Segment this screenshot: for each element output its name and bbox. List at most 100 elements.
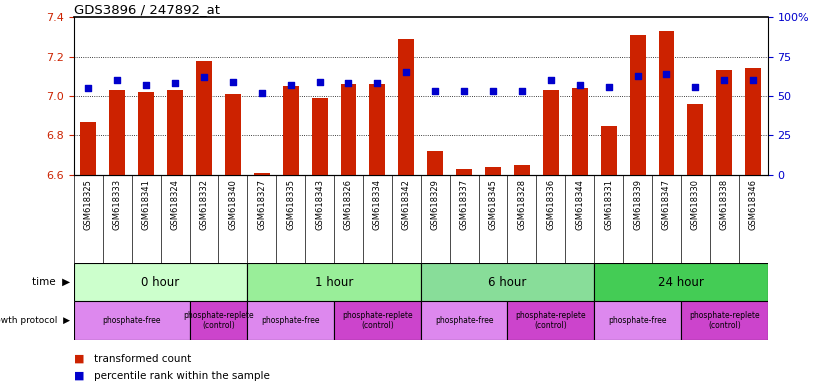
Bar <box>427 151 443 175</box>
Point <box>255 90 268 96</box>
Text: GSM618344: GSM618344 <box>576 179 585 230</box>
Bar <box>190 301 247 340</box>
Bar <box>369 84 385 175</box>
Text: time  ▶: time ▶ <box>32 277 70 287</box>
Bar <box>681 301 768 340</box>
Bar <box>594 301 681 340</box>
Text: GSM618328: GSM618328 <box>517 179 526 230</box>
Bar <box>80 122 96 175</box>
Point <box>400 70 413 76</box>
Text: 1 hour: 1 hour <box>315 276 353 289</box>
Bar <box>514 165 530 175</box>
Text: ■: ■ <box>74 371 85 381</box>
Bar <box>247 263 421 301</box>
Bar <box>312 98 328 175</box>
Text: 24 hour: 24 hour <box>658 276 704 289</box>
Point <box>746 77 759 83</box>
Text: phosphate-free: phosphate-free <box>261 316 320 325</box>
Text: phosphate-free: phosphate-free <box>435 316 493 325</box>
Text: GSM618339: GSM618339 <box>633 179 642 230</box>
Bar <box>421 301 507 340</box>
Point <box>429 88 442 94</box>
Bar <box>254 173 270 175</box>
Point <box>573 82 586 88</box>
Text: GSM618326: GSM618326 <box>344 179 353 230</box>
Bar <box>334 301 421 340</box>
Text: GSM618345: GSM618345 <box>488 179 498 230</box>
Bar <box>507 301 594 340</box>
Text: GSM618346: GSM618346 <box>749 179 758 230</box>
Text: ■: ■ <box>74 354 85 364</box>
Bar <box>717 70 732 175</box>
Point <box>516 88 529 94</box>
Bar <box>138 92 154 175</box>
Text: phosphate-replete
(control): phosphate-replete (control) <box>689 311 759 330</box>
Bar <box>543 90 559 175</box>
Text: phosphate-replete
(control): phosphate-replete (control) <box>183 311 254 330</box>
Bar <box>341 84 356 175</box>
Text: 6 hour: 6 hour <box>488 276 526 289</box>
Point <box>197 74 210 80</box>
Bar <box>485 167 501 175</box>
Text: GSM618337: GSM618337 <box>460 179 469 230</box>
Bar <box>247 301 334 340</box>
Point <box>140 82 153 88</box>
Point <box>718 77 731 83</box>
Text: phosphate-replete
(control): phosphate-replete (control) <box>516 311 586 330</box>
Text: GSM618324: GSM618324 <box>171 179 180 230</box>
Bar <box>196 61 212 175</box>
Text: GSM618340: GSM618340 <box>228 179 237 230</box>
Text: 0 hour: 0 hour <box>141 276 180 289</box>
Text: GSM618330: GSM618330 <box>690 179 699 230</box>
Bar <box>687 104 704 175</box>
Text: GSM618327: GSM618327 <box>257 179 266 230</box>
Text: GSM618333: GSM618333 <box>112 179 122 230</box>
Text: GSM618331: GSM618331 <box>604 179 613 230</box>
Point <box>544 77 557 83</box>
Point <box>602 83 615 89</box>
Point <box>313 79 326 85</box>
Bar <box>601 126 617 175</box>
Text: GSM618347: GSM618347 <box>662 179 671 230</box>
Text: transformed count: transformed count <box>94 354 191 364</box>
Text: GSM618341: GSM618341 <box>142 179 151 230</box>
Bar <box>658 31 674 175</box>
Bar <box>109 90 125 175</box>
Bar <box>74 263 247 301</box>
Bar <box>571 88 588 175</box>
Point <box>284 82 297 88</box>
Bar <box>74 301 190 340</box>
Text: GSM618336: GSM618336 <box>546 179 555 230</box>
Text: GSM618325: GSM618325 <box>84 179 93 230</box>
Text: phosphate-replete
(control): phosphate-replete (control) <box>342 311 413 330</box>
Text: phosphate-free: phosphate-free <box>608 316 667 325</box>
Point <box>689 83 702 89</box>
Text: phosphate-free: phosphate-free <box>103 316 161 325</box>
Text: GSM618335: GSM618335 <box>287 179 296 230</box>
Bar <box>421 263 594 301</box>
Bar <box>594 263 768 301</box>
Text: GSM618329: GSM618329 <box>431 179 440 230</box>
Text: growth protocol  ▶: growth protocol ▶ <box>0 316 70 325</box>
Bar <box>398 39 415 175</box>
Point <box>660 71 673 77</box>
Bar <box>225 94 241 175</box>
Point <box>227 79 240 85</box>
Text: GSM618334: GSM618334 <box>373 179 382 230</box>
Bar <box>282 86 299 175</box>
Text: GSM618332: GSM618332 <box>200 179 209 230</box>
Bar <box>167 90 183 175</box>
Point <box>82 85 95 91</box>
Point <box>111 77 124 83</box>
Point <box>487 88 500 94</box>
Text: GSM618343: GSM618343 <box>315 179 324 230</box>
Text: percentile rank within the sample: percentile rank within the sample <box>94 371 270 381</box>
Bar <box>630 35 645 175</box>
Text: GSM618338: GSM618338 <box>720 179 729 230</box>
Bar <box>456 169 472 175</box>
Point <box>342 80 355 86</box>
Text: GSM618342: GSM618342 <box>401 179 410 230</box>
Text: GDS3896 / 247892_at: GDS3896 / 247892_at <box>74 3 220 16</box>
Bar <box>745 68 761 175</box>
Point <box>168 80 181 86</box>
